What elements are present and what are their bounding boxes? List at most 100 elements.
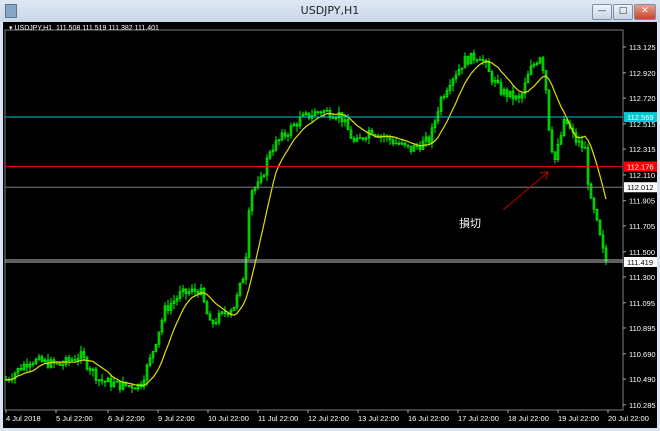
candle-body [283, 132, 287, 137]
candle-body [532, 64, 536, 67]
plot-frame [4, 29, 624, 411]
candle-body [343, 119, 347, 123]
candle-body [592, 197, 596, 210]
price-label: 110.690 [629, 350, 656, 359]
candle-body [145, 364, 149, 381]
candle-body [220, 311, 224, 314]
candle-body [313, 111, 317, 117]
candle-body [22, 364, 26, 371]
candle-body [364, 137, 368, 140]
candle-body [235, 294, 239, 308]
candle-body [64, 357, 68, 365]
time-label: 17 Jul 22:00 [458, 414, 499, 423]
candle-body [346, 119, 350, 131]
candle-body [103, 380, 107, 383]
maximize-button[interactable]: □ [613, 4, 633, 20]
candle-body [433, 120, 437, 129]
chart-canvas[interactable]: 113.125 112.920 112.720 112.515 112.315 112.1… [3, 22, 657, 428]
candle-body [337, 112, 341, 119]
level-tag [624, 161, 657, 172]
time-label: 11 Jul 22:00 [258, 414, 298, 423]
price-label: 112.315 [629, 145, 656, 154]
title-bar: USDJPY,H1 — □ ✕ [0, 0, 660, 22]
candle-body [169, 303, 173, 311]
candle-body [448, 85, 452, 91]
candle-body [307, 112, 311, 119]
candle-body [568, 123, 572, 129]
candle-body [55, 362, 59, 365]
candle-body [82, 351, 86, 358]
candle-body [589, 183, 593, 199]
candle-body [403, 142, 407, 146]
low: 111.382 [108, 25, 133, 32]
time-label: 9 Jul 22:00 [158, 414, 195, 423]
candle-body [424, 136, 428, 142]
time-label: 4 Jul 2018 [6, 414, 41, 423]
candle-body [97, 379, 101, 381]
candle-body [76, 358, 80, 361]
price-label: 112.920 [629, 69, 656, 78]
candle-body [151, 351, 155, 359]
candle-body [61, 364, 65, 366]
time-label: 20 Jul 22:00 [608, 414, 649, 423]
candle-body [52, 359, 56, 364]
candle-body [43, 359, 47, 362]
candle-body [274, 140, 278, 151]
candle-body [115, 380, 119, 383]
candle-body [511, 90, 515, 100]
ohlc-header: ▾ USDJPY,H1 111.508 111.519 111.382 111.… [9, 25, 159, 32]
candle-body [13, 372, 17, 380]
price-label: 110.895 [629, 324, 656, 333]
candle-body [211, 319, 215, 324]
candle-body [541, 57, 545, 71]
candle-body [112, 381, 116, 387]
candle-body [505, 89, 509, 97]
candle-body [547, 89, 551, 131]
candle-body [193, 288, 197, 292]
candle-body [244, 256, 248, 280]
candle-body [460, 67, 464, 70]
candle-body [325, 110, 329, 112]
candle-body [523, 82, 527, 95]
candle-body [217, 313, 221, 323]
candle-body [178, 291, 182, 299]
candle-body [517, 95, 521, 99]
candle-body [304, 112, 308, 115]
candle-body [514, 95, 518, 100]
candle-body [553, 151, 557, 160]
candle-body [91, 368, 95, 371]
candle-body [331, 117, 335, 119]
candle-body [529, 65, 533, 75]
candle-body [466, 56, 470, 65]
candle-body [361, 137, 365, 140]
price-label: 111.300 [629, 273, 655, 282]
candle-body [109, 377, 113, 387]
candle-body [493, 80, 497, 83]
candle-body [406, 144, 410, 147]
candle-body [559, 135, 563, 145]
candle-body [250, 190, 254, 211]
candle-body [34, 359, 38, 365]
candle-body [277, 139, 281, 142]
candle-body [247, 210, 251, 258]
candle-body [481, 58, 485, 61]
annotation-text: 損切 [459, 216, 481, 230]
price-label: 112.110 [629, 171, 655, 180]
candle-body [457, 69, 461, 76]
price-chart[interactable]: 113.125 112.920 112.720 112.515 112.315 112.1… [3, 22, 657, 428]
candle-body [358, 137, 362, 140]
close-button[interactable]: ✕ [634, 4, 656, 20]
candle-body [490, 71, 494, 83]
candle-body [166, 305, 170, 311]
candle-body [508, 90, 512, 97]
candle-body [475, 59, 479, 62]
candle-body [259, 176, 263, 183]
minimize-button[interactable]: — [592, 4, 612, 20]
candle-body [73, 359, 77, 361]
time-label: 12 Jul 22:00 [308, 414, 349, 423]
arrow-head-icon [539, 171, 549, 181]
candle-body [601, 234, 605, 249]
candle-body [289, 125, 293, 136]
level-label: 112.176 [627, 163, 654, 172]
candle-body [397, 142, 401, 145]
